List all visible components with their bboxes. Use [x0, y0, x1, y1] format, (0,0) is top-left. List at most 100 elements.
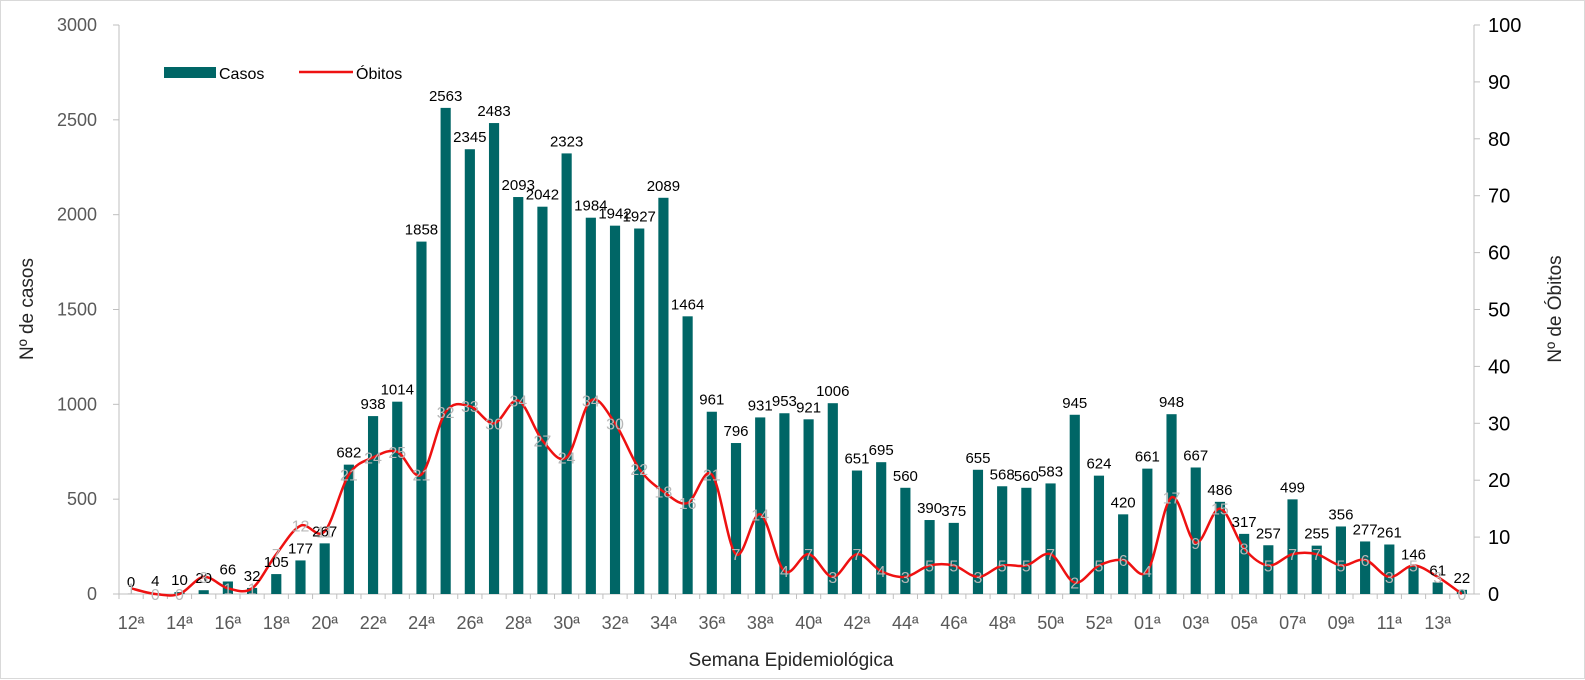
bar	[1360, 541, 1371, 594]
bar	[1093, 475, 1105, 594]
line-value-label: 6	[1119, 553, 1128, 570]
bar	[1214, 501, 1226, 594]
line-value-label: 34	[582, 394, 600, 411]
y2-tick-label: 0	[1488, 584, 1499, 606]
bar-value-label: 961	[699, 392, 724, 409]
x-tick-label: 38ª	[747, 613, 774, 633]
line-value-label: 3	[901, 570, 910, 587]
line-value-label: 1	[223, 581, 232, 598]
axes	[113, 24, 1480, 599]
x-tick-label: 48ª	[989, 613, 1016, 633]
bar-value-label: 695	[869, 442, 894, 459]
bar	[779, 413, 790, 594]
line-value-label: 22	[630, 462, 648, 479]
bar	[803, 419, 814, 594]
bar	[1384, 544, 1395, 594]
bar-value-label: 560	[1014, 468, 1039, 485]
bar-value-label: 32	[244, 568, 261, 585]
y2-tick-label: 40	[1488, 356, 1510, 378]
bar-value-label: 2483	[477, 103, 510, 120]
y-tick-label: 3000	[57, 15, 97, 35]
line-value-label: 9	[1191, 536, 1200, 553]
bar	[634, 228, 645, 594]
bar-value-label: 277	[1353, 521, 1378, 538]
bar-value-label: 257	[1256, 525, 1281, 542]
legend-swatch-casos	[164, 67, 216, 78]
line-value-label: 30	[485, 416, 503, 433]
bar-value-label: 356	[1328, 506, 1353, 523]
bar	[755, 417, 766, 594]
bar	[1021, 487, 1032, 594]
bar-value-label: 624	[1086, 456, 1111, 473]
bar	[1311, 545, 1322, 594]
line-value-label: 12	[292, 519, 310, 536]
bar-value-label: 317	[1232, 514, 1257, 531]
x-tick-label: 07ª	[1279, 613, 1306, 633]
bar	[1287, 499, 1298, 594]
bar-value-label: 390	[917, 500, 942, 517]
legend-label-casos: Casos	[219, 66, 264, 83]
bar-value-label: 796	[723, 423, 748, 440]
line-value-label: 4	[1143, 564, 1152, 581]
bar	[488, 123, 500, 594]
bar-value-label: 105	[264, 554, 289, 571]
tick-labels: 0500100015002000250030000102030405060708…	[57, 15, 1521, 633]
x-tick-label: 52ª	[1086, 613, 1113, 633]
bar-value-label: 146	[1401, 546, 1426, 563]
bar	[1190, 467, 1201, 594]
line-value-label: 21	[340, 468, 358, 485]
bar-value-label: 953	[772, 393, 797, 410]
bar	[416, 241, 427, 594]
bar	[343, 464, 354, 594]
x-tick-label: 34ª	[650, 613, 677, 633]
bar	[440, 107, 451, 594]
bar-value-label: 661	[1135, 449, 1160, 466]
y2-axis-label: Nº de Óbitos	[1544, 255, 1566, 362]
line-series-obitos	[130, 398, 1463, 597]
y-tick-label: 1000	[57, 394, 97, 414]
line-value-label: 14	[751, 507, 769, 524]
bar	[876, 462, 887, 594]
bar	[246, 587, 258, 594]
x-tick-label: 01ª	[1134, 613, 1161, 633]
line-value-label: 0	[175, 587, 184, 604]
bar	[537, 206, 548, 594]
y2-tick-label: 90	[1488, 72, 1510, 94]
line-value-label: 18	[655, 485, 673, 502]
line-value-label: 3	[199, 570, 208, 587]
bar-value-label: 255	[1304, 526, 1329, 543]
line-value-label: 1	[127, 581, 136, 598]
line-value-label: 15	[1211, 502, 1229, 519]
bar	[392, 401, 403, 594]
bar	[198, 590, 209, 594]
bar-series-casos	[150, 107, 1467, 595]
y-tick-label: 2000	[57, 205, 97, 225]
line-value-label: 3	[828, 570, 837, 587]
bar	[271, 574, 282, 594]
bar-value-label: 948	[1159, 394, 1184, 411]
bar	[585, 217, 596, 594]
bar	[1069, 414, 1080, 594]
x-tick-label: 24ª	[408, 613, 435, 633]
y2-tick-label: 80	[1488, 129, 1510, 151]
bar-value-label: 1927	[623, 209, 656, 226]
line-value-label: 7	[272, 547, 281, 564]
y2-tick-label: 20	[1488, 470, 1510, 492]
bar	[367, 416, 379, 594]
legend: Casos Óbitos	[164, 64, 402, 83]
x-tick-label: 13ª	[1424, 613, 1451, 633]
bar	[1408, 566, 1419, 594]
line-value-label: 3	[974, 570, 983, 587]
bar	[682, 316, 693, 594]
line-value-label: 4	[877, 564, 886, 581]
bar-value-label: 2563	[429, 88, 462, 105]
bar-value-label: 1464	[671, 296, 704, 313]
bar	[609, 225, 621, 594]
bar-value-label: 931	[748, 397, 773, 414]
bar-value-label: 420	[1111, 494, 1136, 511]
line-value-label: 7	[732, 547, 741, 564]
bar-value-label: 667	[1183, 447, 1208, 464]
